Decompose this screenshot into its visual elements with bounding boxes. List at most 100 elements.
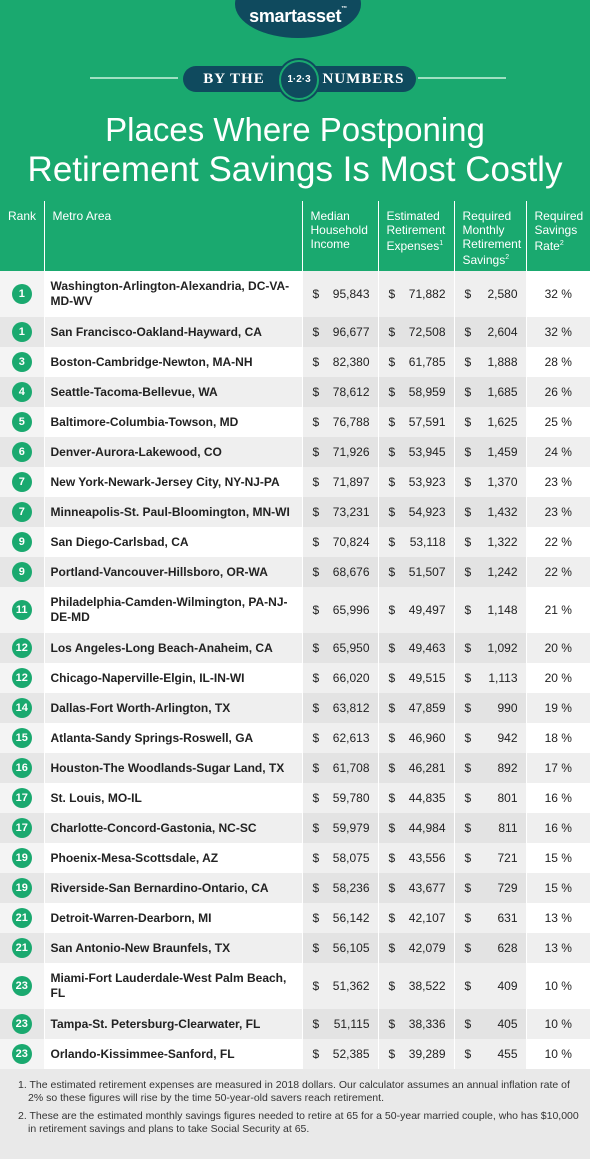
income-cell: $63,812 xyxy=(302,693,379,723)
table-row: 6 Denver-Aurora-Lakewood, CO $71,926 $53,94… xyxy=(0,437,590,467)
expenses-cell: $43,677 xyxy=(378,873,455,903)
currency-symbol: $ xyxy=(464,701,472,715)
savings-rate-cell: 28 % xyxy=(526,347,590,377)
monthly-savings-cell-value: 801 xyxy=(497,791,518,805)
monthly-savings-cell-value: 2,580 xyxy=(487,287,518,301)
income-cell-value: 73,231 xyxy=(332,505,370,519)
column-header-metro: Metro Area xyxy=(44,201,303,271)
savings-rate-cell: 26 % xyxy=(526,377,590,407)
logo-text: smartasset xyxy=(249,6,342,26)
currency-symbol: $ xyxy=(312,475,320,489)
expenses-cell-value: 53,118 xyxy=(409,535,446,549)
table-row: 1 Washington-Arlington-Alexandria, DC-VA-… xyxy=(0,271,590,317)
badge-123-icon: 1·2·3 xyxy=(279,60,319,100)
currency-symbol: $ xyxy=(312,941,320,955)
currency-symbol: $ xyxy=(388,415,396,429)
currency-symbol: $ xyxy=(312,821,320,835)
metro-area-cell: Houston-The Woodlands-Sugar Land, TX xyxy=(44,753,303,783)
savings-rate-cell: 32 % xyxy=(526,317,590,347)
monthly-savings-cell: $1,322 xyxy=(454,527,527,557)
rank-badge: 4 xyxy=(11,382,32,402)
table-row: 12 Los Angeles-Long Beach-Anaheim, CA $65,… xyxy=(0,633,590,663)
currency-symbol: $ xyxy=(312,603,320,617)
currency-symbol: $ xyxy=(388,445,396,459)
income-cell-value: 56,142 xyxy=(332,911,370,925)
monthly-savings-cell: $1,370 xyxy=(454,467,527,497)
rank-badge: 9 xyxy=(11,562,32,582)
table-row: 21 Detroit-Warren-Dearborn, MI $56,142 $42,… xyxy=(0,903,590,933)
income-cell: $70,824 xyxy=(302,527,379,557)
rank-cell: 21 xyxy=(0,903,45,933)
table-row: 14 Dallas-Fort Worth-Arlington, TX $63,812… xyxy=(0,693,590,723)
monthly-savings-cell: $409 xyxy=(454,963,527,1009)
monthly-savings-cell: $1,113 xyxy=(454,663,527,693)
currency-symbol: $ xyxy=(388,851,396,865)
rank-badge: 1 xyxy=(11,284,32,304)
table-row: 17 Charlotte-Concord-Gastonia, NC-SC $59,9… xyxy=(0,813,590,843)
monthly-savings-cell-value: 1,322 xyxy=(487,535,518,549)
savings-rate-cell: 22 % xyxy=(526,527,590,557)
divider-right xyxy=(418,77,506,79)
expenses-cell: $38,522 xyxy=(378,963,455,1009)
table-row: 9 San Diego-Carlsbad, CA $70,824 $53,118 $1,… xyxy=(0,527,590,557)
currency-symbol: $ xyxy=(464,565,472,579)
column-header-income: Median Household Income xyxy=(302,201,379,271)
savings-rate-cell: 13 % xyxy=(526,903,590,933)
metro-area-cell: Riverside-San Bernardino-Ontario, CA xyxy=(44,873,303,903)
column-header-rank: Rank xyxy=(0,201,45,271)
metro-area-cell: Miami-Fort Lauderdale-West Palm Beach, F… xyxy=(44,963,303,1009)
currency-symbol: $ xyxy=(388,911,396,925)
expenses-cell-value: 61,785 xyxy=(408,355,446,369)
monthly-savings-cell-value: 1,148 xyxy=(487,603,518,617)
table-row: 5 Baltimore-Columbia-Towson, MD $76,788 $57… xyxy=(0,407,590,437)
income-cell-value: 52,385 xyxy=(332,1047,370,1061)
table-row: 4 Seattle-Tacoma-Bellevue, WA $78,612 $58,9… xyxy=(0,377,590,407)
currency-symbol: $ xyxy=(388,475,396,489)
currency-symbol: $ xyxy=(464,671,472,685)
metro-area-cell: Denver-Aurora-Lakewood, CO xyxy=(44,437,303,467)
income-cell: $61,708 xyxy=(302,753,379,783)
income-cell: $59,780 xyxy=(302,783,379,813)
currency-symbol: $ xyxy=(312,791,320,805)
savings-rate-cell: 19 % xyxy=(526,693,590,723)
metro-area-cell: San Francisco-Oakland-Hayward, CA xyxy=(44,317,303,347)
income-cell-value: 51,362 xyxy=(332,979,370,993)
expenses-cell: $46,960 xyxy=(378,723,455,753)
smartasset-logo[interactable]: smartasset™ xyxy=(249,6,347,26)
currency-symbol: $ xyxy=(464,761,472,775)
monthly-savings-cell-value: 1,625 xyxy=(487,415,518,429)
rank-badge: 21 xyxy=(11,938,32,958)
savings-rate-cell: 24 % xyxy=(526,437,590,467)
expenses-cell-value: 38,522 xyxy=(408,979,446,993)
rank-cell: 11 xyxy=(0,587,45,633)
income-cell: $82,380 xyxy=(302,347,379,377)
income-cell-value: 56,105 xyxy=(332,941,370,955)
expenses-cell: $57,591 xyxy=(378,407,455,437)
metro-area-cell: San Diego-Carlsbad, CA xyxy=(44,527,303,557)
monthly-savings-cell-value: 942 xyxy=(497,731,518,745)
currency-symbol: $ xyxy=(312,565,320,579)
income-cell-value: 58,075 xyxy=(332,851,370,865)
rank-badge: 17 xyxy=(11,818,32,838)
currency-symbol: $ xyxy=(388,941,396,955)
currency-symbol: $ xyxy=(312,385,320,399)
savings-rate-cell: 18 % xyxy=(526,723,590,753)
expenses-cell: $49,497 xyxy=(378,587,455,633)
currency-symbol: $ xyxy=(388,505,396,519)
currency-symbol: $ xyxy=(388,701,396,715)
income-cell-value: 82,380 xyxy=(332,355,370,369)
expenses-cell: $53,923 xyxy=(378,467,455,497)
currency-symbol: $ xyxy=(464,821,472,835)
rank-cell: 19 xyxy=(0,843,45,873)
rank-cell: 17 xyxy=(0,813,45,843)
income-cell-value: 58,236 xyxy=(332,881,370,895)
monthly-savings-cell: $631 xyxy=(454,903,527,933)
currency-symbol: $ xyxy=(388,1047,396,1061)
expenses-cell: $46,281 xyxy=(378,753,455,783)
table-row: 7 Minneapolis-St. Paul-Bloomington, MN-WI… xyxy=(0,497,590,527)
metro-area-cell: New York-Newark-Jersey City, NY-NJ-PA xyxy=(44,467,303,497)
rank-badge: 3 xyxy=(11,352,32,372)
table-row: 15 Atlanta-Sandy Springs-Roswell, GA $62,6… xyxy=(0,723,590,753)
monthly-savings-cell: $1,888 xyxy=(454,347,527,377)
table-row: 7 New York-Newark-Jersey City, NY-NJ-PA $7… xyxy=(0,467,590,497)
